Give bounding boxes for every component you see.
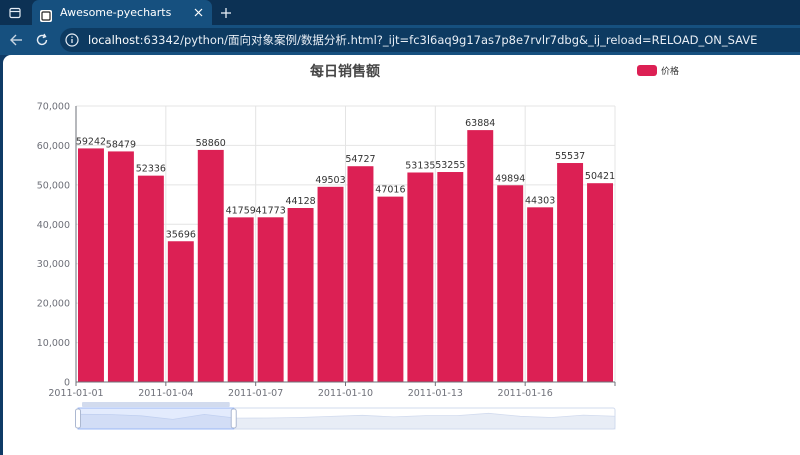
x-tick-label: 2011-01-10: [318, 388, 373, 399]
tab-strip: Awesome-pyecharts: [0, 0, 800, 25]
bar-data-label: 41759: [226, 205, 256, 216]
pyecharts-favicon-icon: [40, 7, 52, 22]
bar[interactable]: [497, 185, 524, 382]
y-tick-label: 60,000: [37, 141, 70, 152]
bar-data-label: 41773: [256, 205, 286, 216]
bar-chart: 59242 58479 52336 35696 58860 41759 4177344128…: [37, 63, 679, 430]
bar[interactable]: [347, 166, 374, 382]
bar[interactable]: [137, 175, 164, 382]
bar[interactable]: [167, 241, 194, 382]
x-tick-label: 2011-01-07: [228, 388, 283, 399]
window-icon[interactable]: [0, 0, 30, 25]
y-tick-label: 30,000: [37, 259, 70, 270]
bar-data-label: 47016: [375, 185, 405, 196]
bar-data-label: 55537: [555, 151, 585, 162]
bar-data-label: 58479: [106, 139, 136, 150]
tab-title: Awesome-pyecharts: [60, 6, 172, 19]
browser-toolbar: localhost:63342/python/面向对象案例/数据分析.html?…: [0, 25, 800, 55]
y-tick-label: 0: [64, 378, 70, 389]
bar[interactable]: [197, 149, 224, 382]
bar-data-label: 63884: [465, 118, 495, 129]
chart-grid: [76, 105, 616, 382]
reload-icon[interactable]: [30, 28, 54, 52]
x-tick-label: 2011-01-13: [408, 388, 463, 399]
bar[interactable]: [317, 186, 344, 382]
bar-data-label: 50421: [585, 171, 615, 182]
datazoom-move-bar[interactable]: [82, 402, 230, 407]
bar[interactable]: [257, 217, 284, 382]
bar-data-label: 53135: [405, 160, 435, 171]
x-tick-label: 2011-01-04: [138, 388, 193, 399]
bar-data-label: 53255: [435, 160, 465, 171]
bar-data-label: 44303: [525, 195, 555, 206]
chart-data-labels: 59242 58479 52336 35696 58860 41759 4177344128…: [76, 118, 615, 240]
y-tick-label: 70,000: [37, 102, 70, 113]
chart-title: 每日销售额: [310, 63, 380, 80]
y-tick-label: 40,000: [37, 220, 70, 231]
close-icon[interactable]: [190, 5, 206, 21]
bar-data-label: 52336: [136, 164, 166, 175]
legend[interactable]: 价格: [637, 65, 679, 77]
bar[interactable]: [437, 172, 464, 382]
y-tick-label: 20,000: [37, 299, 70, 310]
bar-data-label: 49503: [315, 175, 345, 186]
bar-data-label: 49894: [495, 173, 525, 184]
page-content: 59242 58479 52336 35696 58860 41759 41773 44128…: [3, 55, 800, 455]
url-host: localhost: [88, 33, 140, 47]
bar[interactable]: [227, 217, 254, 382]
bar[interactable]: [557, 163, 584, 382]
bar-data-label: 59242: [76, 136, 106, 147]
bar[interactable]: [587, 183, 613, 382]
site-info-icon[interactable]: [64, 32, 80, 48]
datazoom-end-handle[interactable]: [230, 408, 237, 429]
datazoom-slider[interactable]: [75, 402, 616, 430]
legend-label: 价格: [661, 65, 679, 77]
browser-tab[interactable]: Awesome-pyecharts: [32, 0, 212, 25]
bar[interactable]: [467, 130, 494, 382]
plus-icon[interactable]: [216, 3, 236, 23]
bar-data-label: 54727: [345, 154, 375, 165]
x-tick-label: 2011-01-16: [498, 388, 553, 399]
y-tick-label: 10,000: [37, 338, 70, 349]
bar[interactable]: [377, 196, 404, 382]
bar[interactable]: [287, 208, 314, 382]
bar-data-label: 44128: [285, 196, 315, 207]
legend-swatch: [637, 65, 657, 76]
datazoom-start-handle[interactable]: [75, 408, 81, 429]
address-bar[interactable]: localhost:63342/python/面向对象案例/数据分析.html?…: [60, 28, 800, 52]
bar-data-label: 58860: [196, 138, 226, 149]
chart-bars: [78, 130, 613, 382]
datazoom-preview: [77, 412, 616, 430]
bar[interactable]: [78, 148, 104, 382]
back-arrow-icon[interactable]: [4, 28, 28, 52]
bar[interactable]: [407, 172, 434, 382]
datazoom-selected-range[interactable]: [77, 407, 235, 430]
url-text[interactable]: localhost:63342/python/面向对象案例/数据分析.html?…: [88, 32, 757, 48]
chart-axes: 0 10,000 20,000 30,000 40,000 50,000 60,000 70,…: [37, 102, 616, 399]
y-tick-label: 50,000: [37, 180, 70, 191]
bar[interactable]: [527, 207, 554, 382]
x-tick-label: 2011-01-01: [48, 388, 103, 399]
url-path: :63342/python/面向对象案例/数据分析.html?_ijt=fc3l…: [139, 33, 758, 47]
bar-data-label: 35696: [166, 229, 196, 240]
bar[interactable]: [107, 151, 134, 382]
